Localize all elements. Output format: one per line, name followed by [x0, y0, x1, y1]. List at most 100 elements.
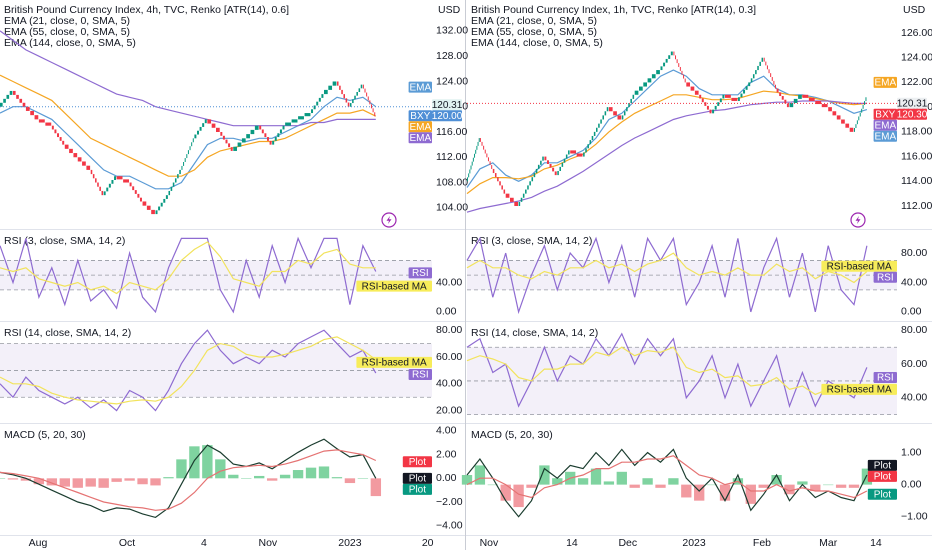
brick [832, 111, 837, 116]
brick [617, 115, 622, 120]
brick [77, 157, 82, 162]
brick [576, 153, 583, 157]
brick [370, 104, 372, 109]
brick [103, 191, 106, 196]
renko-bricks [51, 125, 65, 145]
brick [765, 61, 767, 66]
renko-bricks [505, 193, 518, 207]
brick [845, 123, 850, 128]
histogram-bar [111, 478, 122, 482]
brick [51, 125, 54, 130]
price-tag: EMA [874, 78, 896, 89]
brick [225, 139, 228, 144]
brick [233, 146, 237, 151]
brick [137, 193, 140, 198]
brick [16, 94, 19, 99]
brick [681, 70, 683, 75]
price-value: 120.31 [897, 98, 928, 109]
brick [479, 138, 481, 142]
brick [779, 92, 782, 97]
price-tag-box [356, 280, 432, 292]
renko-bricks [168, 169, 181, 196]
histogram-bar [124, 478, 135, 481]
renko-bricks [298, 113, 311, 120]
brick [540, 160, 542, 165]
renko-bricks [362, 84, 376, 117]
x-tick-label: 14 [566, 537, 578, 549]
brick [613, 111, 617, 116]
series-line [466, 455, 868, 499]
series-line [0, 438, 377, 519]
pane-title: RSI (14, close, SMA, 14, 2) [471, 327, 598, 339]
y-tick-label: 116.00 [436, 126, 467, 138]
brick [549, 163, 552, 168]
histogram-bar [331, 477, 343, 479]
brick [478, 138, 480, 142]
brick [101, 190, 104, 196]
alert-icon[interactable] [850, 212, 866, 228]
y-tick-label: 0.00 [436, 472, 457, 484]
brick [491, 165, 493, 169]
brick [668, 55, 671, 59]
brick [527, 185, 529, 190]
y-tick-label: 124.00 [436, 75, 468, 87]
brick [216, 127, 220, 132]
brick [172, 182, 175, 187]
renko-bricks [259, 125, 272, 145]
alert-icon-bolt[interactable] [386, 216, 392, 224]
renko-bricks [336, 81, 350, 107]
renko-bricks [233, 138, 246, 151]
brick [686, 82, 690, 87]
price-tag: Plot [409, 457, 426, 468]
x-tick-label: Mar [819, 537, 838, 549]
brick [554, 171, 557, 176]
brick [841, 119, 845, 124]
brick [332, 81, 337, 86]
alert-icon[interactable] [381, 212, 397, 228]
brick [849, 127, 854, 132]
brick [264, 133, 267, 138]
brick [606, 107, 609, 112]
renko-bricks [634, 82, 647, 95]
series-line [0, 74, 377, 177]
y-tick-label: 20.00 [436, 404, 462, 416]
renko-bricks [596, 107, 609, 132]
price-tag: Plot [409, 473, 426, 484]
histogram-bar [552, 478, 563, 485]
brick [494, 173, 497, 178]
renko-bricks [789, 94, 802, 108]
brick [207, 119, 212, 124]
series-line [466, 100, 867, 213]
brick [808, 97, 815, 101]
brick [476, 145, 478, 150]
brick [487, 157, 489, 162]
brick [364, 88, 366, 93]
brick [678, 63, 680, 67]
alert-icon-bolt[interactable] [855, 216, 861, 224]
renko-bricks [129, 182, 142, 202]
price-tag: RSI-based MA [362, 281, 427, 292]
brick [492, 168, 495, 174]
price-tag-box [402, 456, 432, 468]
brick [628, 103, 630, 108]
brick [660, 66, 663, 71]
price-tag: EMA [409, 82, 431, 93]
histogram-bar [861, 468, 873, 485]
y-tick-label: 124.00 [901, 51, 932, 63]
price-tag: BXY [875, 109, 895, 120]
brick [222, 135, 225, 140]
histogram-bar [577, 478, 589, 485]
brick [282, 125, 285, 130]
x-tick-label: Dec [618, 537, 637, 549]
study-legend: EMA (21, close, 0, SMA, 5) [4, 15, 130, 27]
renko-bricks [763, 57, 776, 89]
brick [828, 107, 832, 112]
brick [552, 167, 555, 172]
brick [354, 95, 356, 100]
brick [821, 104, 828, 108]
brick [862, 104, 864, 109]
renko-bricks [349, 84, 363, 107]
brick [38, 119, 45, 123]
renko-bricks [712, 94, 725, 114]
